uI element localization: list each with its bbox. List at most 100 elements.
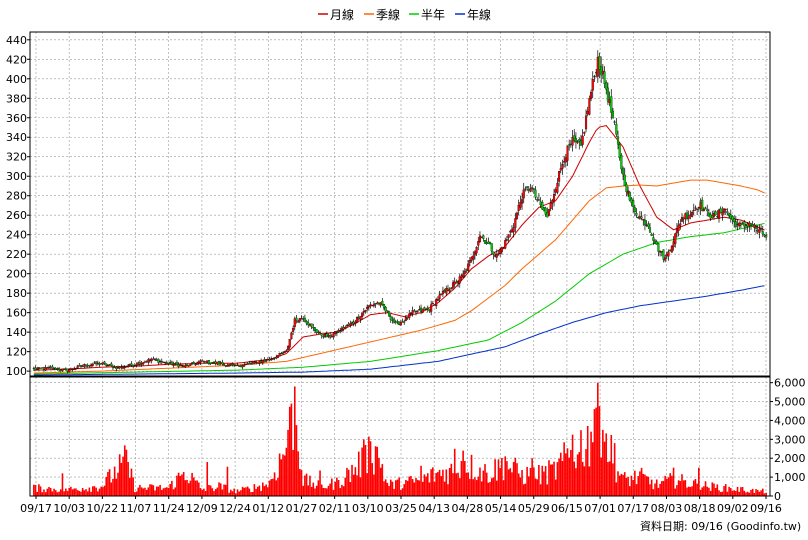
candle-body bbox=[270, 358, 273, 361]
candle-body bbox=[285, 350, 288, 352]
candle-body bbox=[54, 368, 57, 370]
candle-body bbox=[258, 361, 261, 364]
volume-bar bbox=[470, 454, 473, 496]
date-tick-label: 10/03 bbox=[53, 502, 85, 515]
candle-body bbox=[212, 361, 216, 363]
volume-bar bbox=[708, 487, 710, 496]
candle-body bbox=[539, 201, 542, 206]
volume-tick-label: 3,000 bbox=[774, 433, 806, 446]
candle-body bbox=[707, 212, 710, 217]
candle-body bbox=[586, 110, 589, 115]
legend-label-half: 半年 bbox=[421, 8, 445, 22]
candle-body bbox=[58, 367, 61, 371]
volume-bar bbox=[445, 469, 448, 496]
volume-bar bbox=[162, 488, 165, 496]
volume-bar bbox=[765, 492, 767, 496]
candle-body bbox=[154, 358, 157, 360]
volume-bar bbox=[258, 485, 261, 496]
volume-bar bbox=[517, 473, 520, 496]
candle-body bbox=[142, 362, 145, 365]
volume-bar bbox=[235, 493, 237, 496]
candle-body bbox=[529, 188, 532, 192]
volume-bar bbox=[297, 451, 299, 496]
volume-bar bbox=[524, 483, 527, 496]
volume-bar bbox=[39, 486, 42, 496]
candle-body bbox=[202, 360, 205, 362]
legend-item-half: 半年 bbox=[409, 8, 445, 22]
candle-body bbox=[96, 362, 99, 364]
volume-bar bbox=[267, 487, 269, 496]
volume-bar bbox=[248, 488, 251, 496]
volume-bar bbox=[511, 472, 513, 496]
volume-bar bbox=[302, 485, 304, 496]
volume-bar bbox=[169, 483, 172, 496]
volume-bar bbox=[590, 431, 592, 496]
volume-bar bbox=[672, 467, 675, 496]
volume-bar bbox=[354, 467, 357, 496]
date-tick-label: 08/03 bbox=[651, 502, 683, 515]
price-tick-label: 100 bbox=[6, 365, 27, 378]
candle-body bbox=[162, 361, 165, 364]
volume-bar bbox=[618, 475, 621, 496]
candle-body bbox=[177, 364, 180, 367]
candle-body bbox=[303, 317, 306, 322]
date-tick-label: 05/29 bbox=[518, 502, 550, 515]
price-tick-label: 280 bbox=[6, 190, 27, 203]
volume-bar bbox=[41, 492, 44, 496]
candle-body bbox=[164, 361, 167, 364]
candle-body bbox=[702, 209, 705, 212]
candle-body bbox=[98, 363, 101, 365]
volume-bar bbox=[319, 470, 321, 496]
candle-body bbox=[509, 230, 512, 233]
source-label: 資料日期: 09/16 (Goodinfo.tw) bbox=[640, 519, 801, 533]
volume-bar bbox=[155, 486, 158, 496]
volume-bar bbox=[728, 486, 730, 496]
volume-tick-label: 1,000 bbox=[774, 471, 806, 484]
volume-bar bbox=[206, 462, 209, 496]
candle-body bbox=[734, 221, 737, 227]
candle-body bbox=[571, 137, 574, 146]
candle-body bbox=[122, 367, 125, 369]
volume-bar bbox=[411, 479, 414, 496]
volume-bar bbox=[174, 487, 177, 496]
volume-bar bbox=[386, 482, 389, 496]
ma-line-year bbox=[33, 285, 765, 376]
volume-bar bbox=[80, 491, 82, 496]
candle-body bbox=[638, 216, 641, 219]
candle-body bbox=[342, 327, 345, 330]
candle-body bbox=[436, 298, 439, 301]
volume-bar bbox=[612, 463, 614, 496]
candle-body bbox=[689, 214, 692, 216]
volume-bar bbox=[312, 482, 315, 496]
volume-bar bbox=[492, 477, 495, 496]
volume-bar bbox=[669, 473, 671, 496]
volume-bar bbox=[130, 468, 133, 496]
volume-bar bbox=[147, 487, 150, 496]
candle-body bbox=[74, 367, 77, 370]
volume-bar bbox=[566, 448, 569, 496]
candle-body bbox=[418, 309, 421, 311]
volume-bar bbox=[689, 487, 692, 496]
date-tick-label: 03/10 bbox=[352, 502, 384, 515]
volume-bar bbox=[125, 449, 128, 496]
candle-body bbox=[704, 207, 707, 209]
candle-body bbox=[728, 213, 731, 217]
candle-body bbox=[76, 365, 79, 369]
candle-body bbox=[359, 316, 362, 320]
volume-bar bbox=[112, 478, 114, 496]
date-tick-label: 04/13 bbox=[418, 502, 450, 515]
candle-body bbox=[379, 302, 382, 306]
volume-bar bbox=[334, 481, 336, 496]
date-tick-label: 12/24 bbox=[219, 502, 251, 515]
volume-bar bbox=[465, 472, 468, 496]
candle-body bbox=[34, 367, 37, 370]
candle-body bbox=[574, 138, 577, 143]
volume-tick-label: 4,000 bbox=[774, 414, 806, 427]
candle-body bbox=[711, 215, 714, 218]
candle-body bbox=[374, 303, 377, 305]
price-tick-label: 260 bbox=[6, 209, 27, 222]
volume-bar bbox=[681, 474, 683, 496]
volume-bar bbox=[373, 474, 375, 496]
volume-bar bbox=[509, 468, 512, 496]
candle-body bbox=[317, 331, 320, 334]
